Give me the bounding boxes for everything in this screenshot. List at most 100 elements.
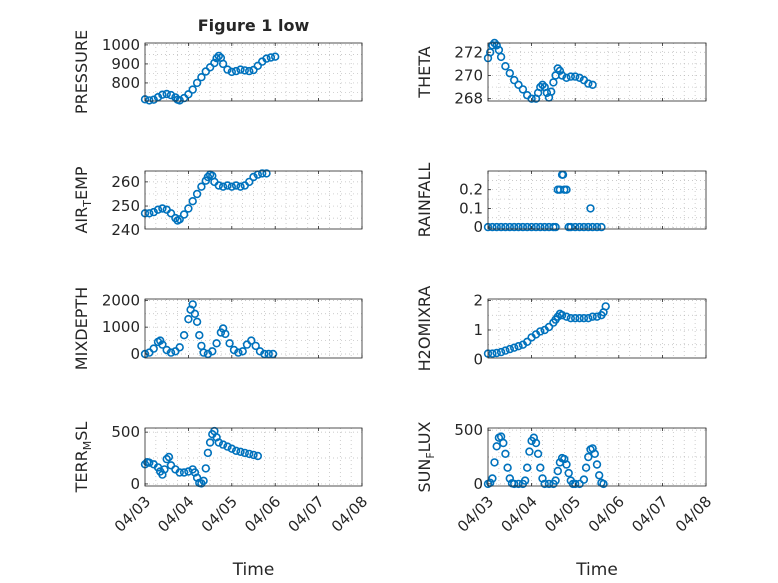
y-label-part: SUN — [415, 459, 434, 493]
data-point — [251, 341, 260, 351]
y-axis-label: PRESSURE — [72, 30, 91, 114]
data-point — [184, 204, 193, 213]
y-label-part: AIR — [72, 207, 91, 234]
y-tick-label: 0 — [473, 218, 483, 236]
data-point — [218, 59, 228, 69]
figure-title: Figure 1 low — [198, 16, 310, 35]
data-point — [201, 464, 211, 473]
data-point — [536, 222, 545, 232]
data-point — [203, 448, 213, 458]
data-point — [149, 95, 158, 104]
data-point — [236, 65, 245, 74]
data-point — [592, 222, 602, 232]
data-point — [190, 309, 200, 318]
axes-box — [487, 170, 707, 230]
y-tick-label: 268 — [454, 90, 483, 108]
data-point — [575, 314, 584, 323]
data-point — [258, 169, 267, 178]
data-point — [553, 466, 562, 476]
data-point — [562, 460, 571, 469]
data-point — [570, 479, 580, 489]
data-point — [201, 67, 211, 76]
data-point — [188, 85, 197, 94]
data-point — [223, 442, 232, 451]
data-point — [488, 349, 497, 358]
data-point — [160, 465, 169, 474]
data-point — [264, 349, 273, 359]
data-point — [227, 67, 237, 77]
data-point — [536, 327, 545, 336]
data-point — [510, 222, 519, 232]
data-point — [540, 222, 549, 232]
data-point — [179, 468, 189, 477]
data-point — [490, 458, 499, 467]
x-tick-label: 04/08 — [328, 492, 371, 535]
data-point — [505, 222, 514, 232]
data-point — [221, 329, 230, 339]
data-point — [562, 73, 571, 83]
y-axis-label: RAINFALL — [415, 163, 434, 238]
data-point — [514, 222, 523, 232]
data-point — [184, 90, 193, 99]
data-point — [212, 53, 221, 63]
data-point — [231, 66, 241, 76]
data-point — [262, 169, 271, 178]
data-point — [531, 222, 541, 232]
data-point — [597, 222, 606, 232]
data-point — [227, 182, 237, 191]
data-point — [584, 222, 593, 232]
data-point — [231, 446, 241, 455]
y-axis-label: MIXDEPTH — [72, 287, 91, 370]
data-point — [175, 96, 184, 105]
y-tick-label: 1000 — [102, 36, 140, 54]
data-point — [566, 314, 575, 323]
y-axis-label: THETA — [415, 46, 434, 98]
data-point — [268, 349, 278, 359]
data-point — [538, 80, 547, 90]
y-tick-label: 270 — [454, 66, 483, 84]
data-point — [579, 222, 589, 232]
y-tick-label: 0 — [473, 350, 483, 368]
y-tick-label: 0 — [473, 475, 483, 493]
y-axis-label: AIRTEMP — [72, 166, 94, 233]
y-tick-label: 260 — [111, 173, 140, 191]
data-point — [153, 205, 163, 214]
data-point — [188, 300, 197, 309]
data-point — [594, 471, 604, 480]
data-point — [492, 348, 501, 358]
y-label-subscript: F — [424, 452, 437, 458]
data-point — [236, 182, 245, 191]
data-point — [579, 475, 589, 484]
data-point — [192, 78, 202, 88]
x-tick-label: 04/03 — [111, 492, 154, 535]
data-point — [179, 331, 189, 340]
y-label-part: LUX — [415, 421, 434, 452]
y-label-subscript: T — [81, 200, 94, 208]
data-point — [253, 451, 262, 461]
data-point — [586, 204, 595, 213]
data-point — [555, 66, 565, 76]
y-tick-label: 2 — [473, 291, 483, 309]
data-point — [496, 222, 506, 232]
data-point — [245, 177, 254, 187]
data-point — [179, 210, 189, 219]
data-point — [162, 89, 171, 99]
data-point — [562, 185, 571, 194]
y-tick-label: 0.2 — [459, 181, 483, 199]
y-tick-label: 500 — [454, 421, 483, 439]
axes-box — [487, 427, 707, 487]
x-tick-label: 04/08 — [672, 492, 715, 535]
data-point — [496, 52, 506, 62]
data-point — [158, 204, 167, 213]
data-point — [249, 450, 258, 460]
data-point — [166, 90, 176, 100]
data-point — [214, 438, 224, 447]
data-point — [218, 440, 228, 449]
data-point — [551, 222, 560, 232]
data-point — [505, 474, 514, 483]
data-point — [192, 317, 202, 326]
data-point — [231, 181, 241, 190]
data-point — [218, 182, 228, 191]
